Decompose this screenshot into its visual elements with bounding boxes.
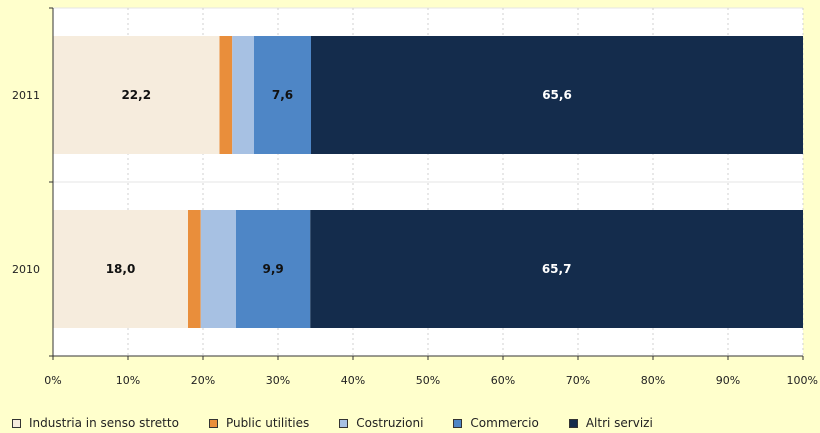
x-tick-label: 0% [44, 374, 61, 387]
bars: 22,2 7,6 65,6 18,0 9,9 65,7 [53, 36, 803, 328]
x-tick-label: 60% [491, 374, 515, 387]
x-tick-label: 20% [191, 374, 215, 387]
axes: 2011 2010 0% 10% 20% 30% 40% 50% 60% 70% 80% 90% 100… [12, 7, 818, 387]
legend-label: Commercio [470, 416, 539, 430]
legend-item: Public utilities [208, 416, 310, 430]
x-tick-label: 40% [341, 374, 365, 387]
legend-swatch [12, 418, 21, 428]
data-label: 9,9 [262, 262, 283, 276]
legend-label: Industria in senso stretto [29, 416, 179, 430]
bar-segment [236, 210, 311, 328]
x-tick-label: 70% [566, 374, 590, 387]
data-label: 18,0 [106, 262, 136, 276]
x-tick-label: 30% [266, 374, 290, 387]
legend: Industria in senso stretto Public utiliti… [0, 414, 820, 432]
x-tick-label: 100% [787, 374, 818, 387]
bar-segment [53, 210, 188, 328]
bar-segment [200, 210, 236, 328]
legend-swatch [453, 418, 463, 428]
legend-item: Costruzioni [339, 416, 423, 430]
legend-item: Altri servizi [568, 416, 653, 430]
bar-segment [53, 36, 220, 154]
legend-swatch [208, 418, 218, 428]
legend-item: Commercio [453, 416, 539, 430]
bar-segment [311, 36, 803, 154]
bar-segment [188, 210, 201, 328]
category-label: 2010 [12, 263, 40, 276]
x-tick-label: 90% [716, 374, 740, 387]
data-label: 22,2 [121, 88, 151, 102]
legend-swatch [568, 418, 578, 428]
x-tick-label: 10% [116, 374, 140, 387]
legend-item: Industria in senso stretto [12, 416, 179, 430]
data-label: 65,7 [542, 262, 572, 276]
x-tick-label: 50% [416, 374, 440, 387]
bar-segment [310, 210, 803, 328]
bar-segment [254, 36, 311, 154]
data-label: 7,6 [272, 88, 293, 102]
legend-swatch [339, 418, 349, 428]
legend-label: Public utilities [225, 416, 310, 430]
bar-segment [219, 36, 233, 154]
bar-segment [232, 36, 254, 154]
legend-label: Costruzioni [356, 416, 424, 430]
category-label: 2011 [12, 89, 40, 102]
legend-label: Altri servizi [585, 416, 653, 430]
x-tick-label: 80% [641, 374, 665, 387]
data-label: 65,6 [542, 88, 572, 102]
